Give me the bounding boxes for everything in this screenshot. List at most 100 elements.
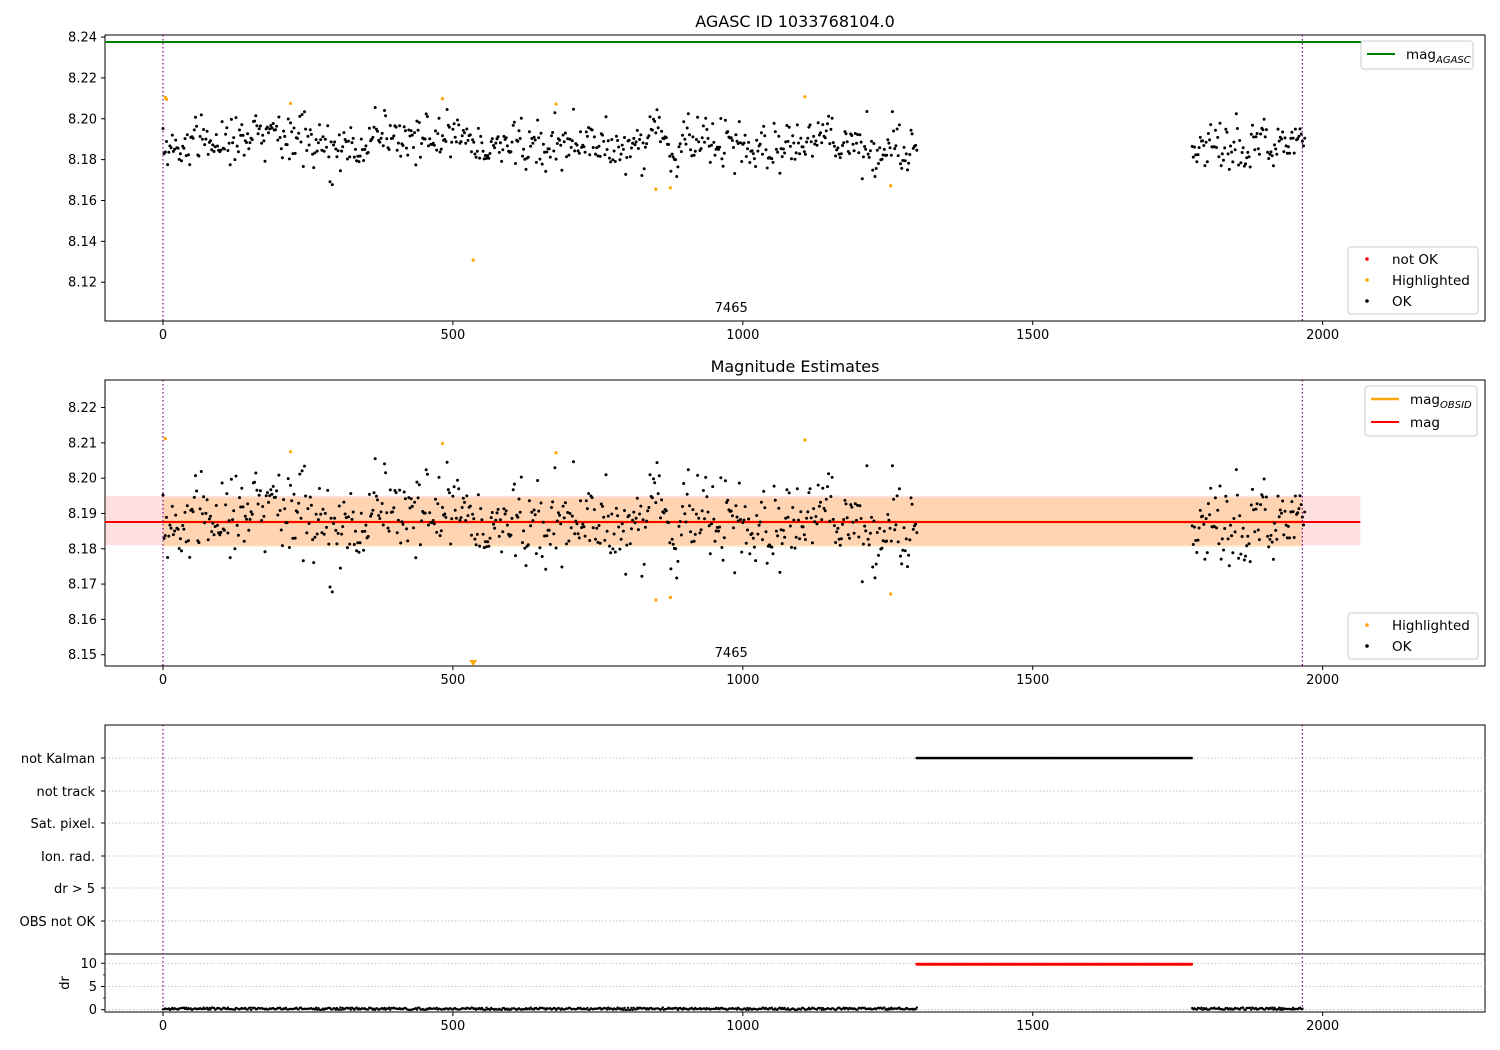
ok-point bbox=[608, 156, 611, 160]
dr-point bbox=[528, 1008, 531, 1011]
highlighted-point bbox=[668, 186, 672, 190]
ok-point bbox=[793, 546, 797, 550]
ok-point bbox=[316, 518, 320, 522]
ok-point bbox=[786, 139, 790, 143]
ok-point bbox=[635, 128, 639, 132]
ok-point bbox=[638, 138, 642, 141]
ok-point bbox=[1240, 151, 1244, 154]
ok-point bbox=[250, 138, 254, 142]
ok-point bbox=[451, 127, 455, 131]
ok-point bbox=[524, 167, 528, 171]
ok-point bbox=[797, 518, 800, 522]
ok-point bbox=[772, 121, 776, 125]
ok-point bbox=[717, 147, 720, 151]
ok-point bbox=[1264, 128, 1268, 132]
ok-point bbox=[1194, 153, 1198, 157]
ok-point bbox=[408, 134, 412, 138]
ok-point bbox=[843, 498, 847, 502]
ok-point bbox=[350, 141, 354, 145]
ok-point bbox=[747, 517, 751, 521]
ok-point bbox=[441, 506, 444, 509]
ok-point bbox=[904, 152, 908, 156]
ok-point bbox=[297, 501, 301, 505]
ok-point bbox=[340, 532, 344, 536]
ok-point bbox=[1208, 138, 1212, 142]
dr-point bbox=[625, 1008, 628, 1012]
ok-point bbox=[381, 144, 385, 148]
ok-point bbox=[344, 140, 348, 144]
ok-point bbox=[255, 124, 259, 128]
ok-point bbox=[519, 475, 523, 479]
ok-point bbox=[1217, 542, 1221, 546]
ok-point bbox=[232, 136, 236, 140]
x-tick-label: 1500 bbox=[1016, 673, 1049, 688]
ok-point bbox=[242, 153, 246, 157]
ok-point bbox=[605, 529, 609, 533]
ok-point bbox=[1193, 145, 1196, 149]
ok-point bbox=[872, 142, 876, 145]
ok-point bbox=[183, 137, 187, 141]
ok-point bbox=[890, 464, 894, 468]
x-tick-label: 500 bbox=[440, 1019, 465, 1034]
ok-point bbox=[167, 534, 171, 538]
ok-point bbox=[173, 147, 177, 151]
ok-point bbox=[486, 540, 490, 544]
ok-point bbox=[354, 147, 357, 151]
dr-point bbox=[415, 1008, 419, 1011]
dr-point bbox=[1271, 1006, 1274, 1009]
ok-point bbox=[707, 524, 711, 528]
ok-point bbox=[662, 511, 666, 515]
ok-point bbox=[794, 535, 798, 539]
ok-point bbox=[488, 536, 492, 540]
ok-point bbox=[342, 131, 346, 135]
ok-point bbox=[449, 155, 453, 159]
ok-point bbox=[634, 516, 638, 520]
ok-point bbox=[887, 518, 891, 522]
ok-point bbox=[327, 542, 331, 546]
ok-point bbox=[873, 175, 877, 178]
ok-point bbox=[1302, 523, 1305, 527]
ok-point bbox=[291, 536, 295, 540]
ok-point bbox=[318, 487, 321, 490]
ok-point bbox=[722, 151, 726, 155]
ok-point bbox=[1285, 151, 1289, 155]
ok-point bbox=[807, 125, 811, 129]
ok-point bbox=[705, 128, 709, 131]
ok-point bbox=[214, 133, 218, 137]
ok-point bbox=[257, 493, 261, 497]
ok-point bbox=[289, 483, 292, 487]
ok-point bbox=[729, 136, 733, 140]
ok-point bbox=[428, 511, 432, 515]
ok-point bbox=[531, 141, 535, 145]
ok-point bbox=[682, 120, 686, 124]
ok-point bbox=[1195, 551, 1199, 554]
ok-point bbox=[292, 126, 296, 130]
ok-point bbox=[839, 152, 843, 156]
ok-point bbox=[697, 516, 701, 520]
highlighted-point bbox=[440, 441, 445, 446]
ok-point bbox=[915, 531, 919, 535]
panel-agasc-title: AGASC ID 1033768104.0 bbox=[695, 12, 895, 31]
ok-point bbox=[907, 553, 911, 557]
ok-point bbox=[1299, 132, 1303, 136]
ok-point bbox=[218, 533, 222, 537]
ok-point bbox=[1205, 551, 1209, 555]
ok-point bbox=[595, 146, 599, 150]
ok-point bbox=[1224, 494, 1228, 498]
ok-point bbox=[488, 152, 492, 155]
ok-point bbox=[1280, 137, 1283, 141]
ok-point bbox=[238, 128, 241, 132]
ok-point bbox=[504, 509, 508, 513]
ok-point bbox=[287, 546, 291, 549]
ok-point bbox=[771, 160, 775, 164]
ok-point bbox=[1201, 514, 1205, 518]
ok-point bbox=[808, 487, 812, 491]
ok-point bbox=[901, 548, 905, 552]
dr-point bbox=[622, 1008, 625, 1012]
ok-point bbox=[482, 546, 486, 550]
highlighted-point bbox=[554, 102, 558, 106]
ok-point bbox=[276, 513, 280, 517]
ok-point bbox=[311, 152, 315, 156]
ok-point bbox=[588, 539, 592, 542]
ok-point bbox=[744, 155, 748, 158]
